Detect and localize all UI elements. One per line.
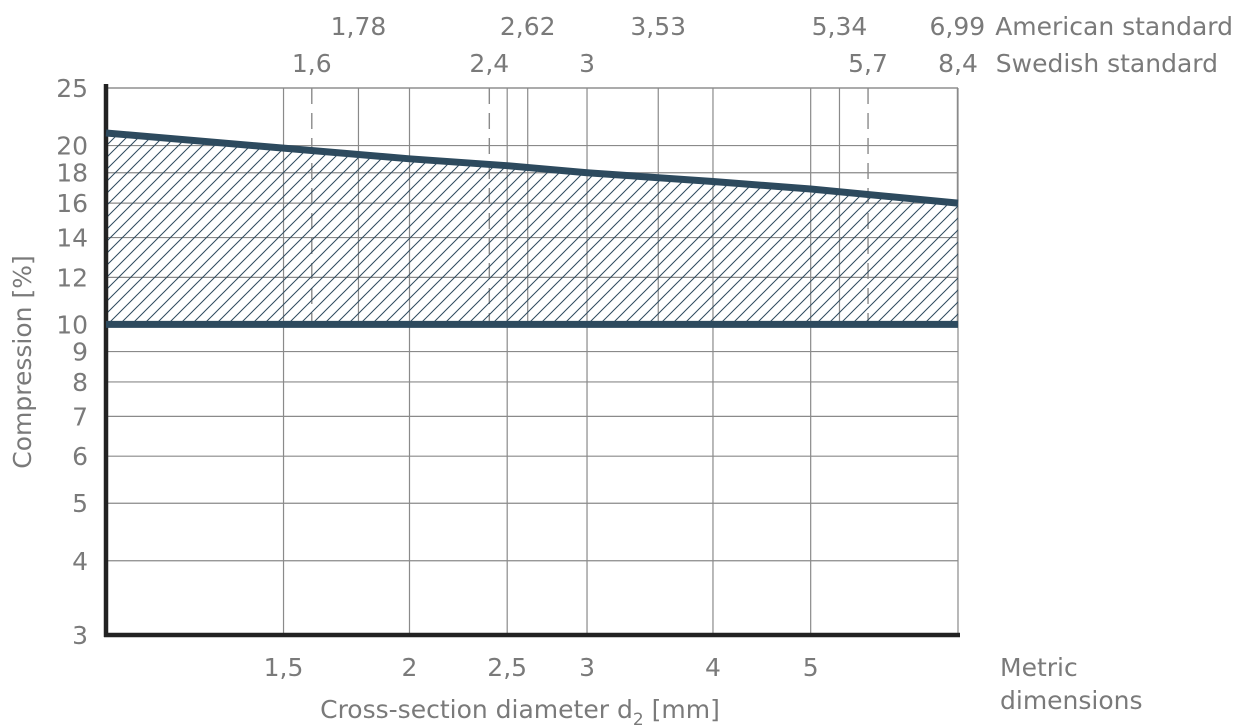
- y-tick-label: 4: [72, 547, 88, 576]
- metric-label-line2: dimensions: [1000, 686, 1143, 715]
- y-tick-label: 3: [72, 621, 88, 650]
- hatch-layer: [106, 132, 958, 325]
- axis-layer: [103, 84, 960, 638]
- y-tick-label: 7: [72, 402, 88, 431]
- y-tick-label: 6: [72, 442, 88, 471]
- y-tick-label: 9: [72, 338, 88, 367]
- american-tick-label: 3,53: [630, 12, 686, 41]
- metric-label-line1: Metric: [1000, 653, 1078, 682]
- swedish-tick-label: 1,6: [292, 49, 332, 78]
- y-tick-label: 5: [72, 489, 88, 518]
- y-axis-title: Compression [%]: [8, 255, 37, 468]
- upper-limit-line: [105, 129, 959, 207]
- american-tick-label: 5,34: [812, 12, 868, 41]
- swedish-tick-label: 8,4: [938, 49, 978, 78]
- metric-tick-label: 3: [579, 653, 595, 682]
- metric-tick-label: 4: [705, 653, 721, 682]
- label-layer: American standard Swedish standard Metri…: [8, 12, 1233, 725]
- y-tick-label: 20: [56, 132, 88, 161]
- american-tick-label: 6,99: [930, 12, 986, 41]
- y-tick-label: 16: [56, 189, 88, 218]
- metric-tick-label: 1,5: [264, 653, 304, 682]
- metric-tick-label: 5: [803, 653, 819, 682]
- swedish-tick-label: 2,4: [469, 49, 509, 78]
- hatched-compression-band: [106, 132, 958, 325]
- x-axis-title-main: Cross-section diameter d: [320, 695, 633, 724]
- y-tick-label: 18: [56, 159, 88, 188]
- american-tick-label: 1,78: [331, 12, 387, 41]
- series-layer: [105, 129, 959, 328]
- american-standard-label: American standard: [995, 12, 1233, 41]
- american-tick-label: 2,62: [500, 12, 556, 41]
- x-axis-title-unit: [mm]: [652, 695, 720, 724]
- metric-tick-label: 2: [402, 653, 418, 682]
- swedish-standard-label: Swedish standard: [996, 49, 1218, 78]
- y-tick-label: 14: [56, 224, 88, 253]
- y-tick-label: 10: [56, 310, 88, 339]
- metric-tick-label: 2,5: [487, 653, 527, 682]
- y-tick-label: 25: [56, 74, 88, 103]
- y-tick-label: 12: [56, 263, 88, 292]
- y-tick-label: 8: [72, 368, 88, 397]
- swedish-tick-label: 5,7: [848, 49, 888, 78]
- x-axis-title-subscript: 2: [633, 710, 644, 725]
- swedish-tick-label: 3: [579, 49, 595, 78]
- x-axis-title: Cross-section diameter d2 [mm]: [320, 695, 720, 725]
